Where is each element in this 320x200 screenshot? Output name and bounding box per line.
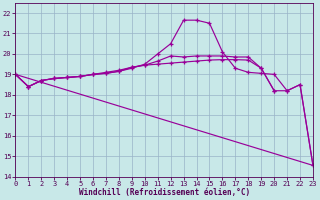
X-axis label: Windchill (Refroidissement éolien,°C): Windchill (Refroidissement éolien,°C)	[79, 188, 250, 197]
